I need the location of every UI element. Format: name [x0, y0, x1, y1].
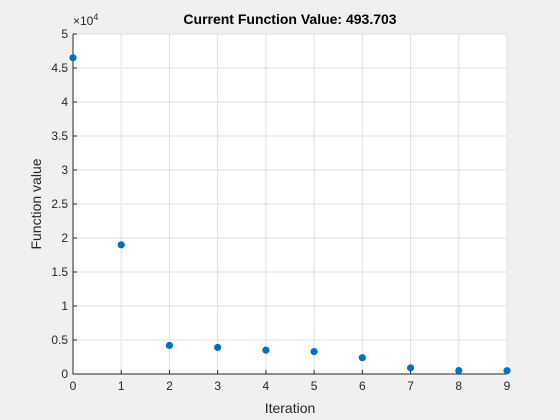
data-point	[503, 367, 511, 375]
y-tick-label: 2	[61, 231, 68, 245]
x-axis-title: Iteration	[265, 400, 316, 416]
exponent-base: ×10	[73, 14, 94, 28]
x-tick-label: 5	[311, 379, 318, 393]
y-tick-label: 3	[61, 163, 68, 177]
x-tick-label: 7	[407, 379, 414, 393]
y-tick-label: 3.5	[51, 129, 68, 143]
exponent-power: 4	[93, 12, 98, 22]
data-point	[358, 354, 366, 362]
data-points	[69, 54, 511, 375]
y-tick-label: 1.5	[51, 265, 68, 279]
y-tick-label: 2.5	[51, 197, 68, 211]
x-tick-label: 0	[70, 379, 77, 393]
x-tick-label: 6	[359, 379, 366, 393]
x-tick-label: 2	[166, 379, 173, 393]
data-point	[214, 343, 222, 352]
data-point	[69, 54, 77, 62]
y-tick-label: 5	[61, 27, 68, 41]
y-tick-label: 4	[61, 95, 68, 109]
y-tick-label: 0	[61, 367, 68, 381]
x-tick-label: 4	[263, 379, 270, 393]
data-point	[117, 241, 125, 249]
y-tick-label: 0.5	[51, 333, 68, 347]
data-point	[406, 364, 415, 372]
chart-title: Current Function Value: 493.703	[183, 11, 396, 27]
y-axis-title: Function value	[28, 158, 44, 249]
ticks	[72, 33, 508, 375]
x-tick-label: 3	[214, 379, 221, 393]
tick-labels: 0 1 2 3 4 5 6 7 8 9 0 0.5 1 1.5 2 2.5 3 3.5 4 4.5 5	[51, 27, 510, 393]
data-point	[455, 367, 463, 375]
x-tick-label: 9	[504, 379, 511, 393]
y-tick-label: 1	[61, 299, 68, 313]
data-point	[165, 341, 174, 350]
x-tick-label: 1	[118, 379, 125, 393]
data-point	[310, 347, 318, 356]
exponent-label: ×104	[73, 12, 98, 28]
data-point	[262, 346, 270, 354]
y-tick-label: 4.5	[51, 61, 68, 75]
x-tick-label: 8	[455, 379, 462, 393]
